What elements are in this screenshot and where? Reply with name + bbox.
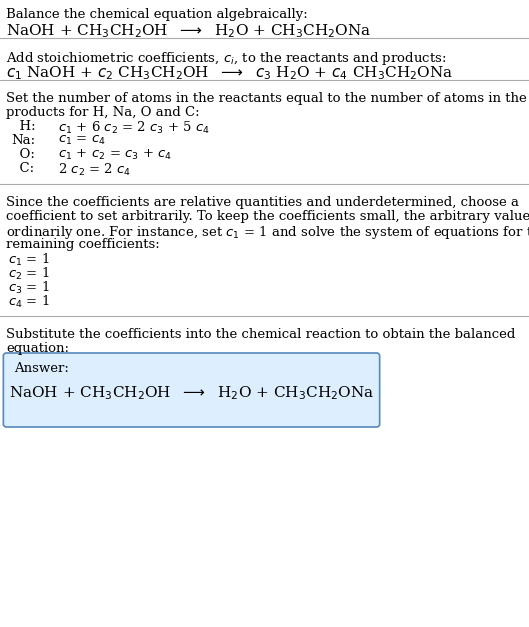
Text: $c_1$ = $c_4$: $c_1$ = $c_4$ [54,134,106,147]
Text: $c_1$ + $c_2$ = $c_3$ + $c_4$: $c_1$ + $c_2$ = $c_3$ + $c_4$ [54,148,172,162]
Text: H:: H: [11,120,36,133]
Text: Balance the chemical equation algebraically:: Balance the chemical equation algebraica… [6,8,308,21]
Text: $c_2$ = 1: $c_2$ = 1 [8,266,50,282]
Text: products for H, Na, O and C:: products for H, Na, O and C: [6,106,200,119]
Text: $c_3$ = 1: $c_3$ = 1 [8,280,50,296]
Text: Since the coefficients are relative quantities and underdetermined, choose a: Since the coefficients are relative quan… [6,196,519,209]
FancyBboxPatch shape [3,353,380,427]
Text: Answer:: Answer: [14,362,69,375]
Text: remaining coefficients:: remaining coefficients: [6,238,160,251]
Text: Add stoichiometric coefficients, $c_i$, to the reactants and products:: Add stoichiometric coefficients, $c_i$, … [6,50,446,67]
Text: Set the number of atoms in the reactants equal to the number of atoms in the: Set the number of atoms in the reactants… [6,92,527,105]
Text: Na:: Na: [11,134,35,147]
Text: NaOH + CH$_3$CH$_2$OH  $\longrightarrow$  H$_2$O + CH$_3$CH$_2$ONa: NaOH + CH$_3$CH$_2$OH $\longrightarrow$ … [9,384,374,402]
Text: NaOH + CH$_3$CH$_2$OH  $\longrightarrow$  H$_2$O + CH$_3$CH$_2$ONa: NaOH + CH$_3$CH$_2$OH $\longrightarrow$ … [6,22,372,40]
Text: O:: O: [11,148,35,161]
Text: Substitute the coefficients into the chemical reaction to obtain the balanced: Substitute the coefficients into the che… [6,328,516,341]
Text: equation:: equation: [6,342,69,355]
Text: 2 $c_2$ = 2 $c_4$: 2 $c_2$ = 2 $c_4$ [54,162,132,178]
Text: $c_1$ + 6 $c_2$ = 2 $c_3$ + 5 $c_4$: $c_1$ + 6 $c_2$ = 2 $c_3$ + 5 $c_4$ [54,120,211,136]
Text: $c_1$ NaOH + $c_2$ CH$_3$CH$_2$OH  $\longrightarrow$  $c_3$ H$_2$O + $c_4$ CH$_3: $c_1$ NaOH + $c_2$ CH$_3$CH$_2$OH $\long… [6,64,453,82]
Text: $c_1$ = 1: $c_1$ = 1 [8,252,50,268]
Text: coefficient to set arbitrarily. To keep the coefficients small, the arbitrary va: coefficient to set arbitrarily. To keep … [6,210,529,223]
Text: C:: C: [11,162,34,175]
Text: $c_4$ = 1: $c_4$ = 1 [8,294,50,310]
Text: ordinarily one. For instance, set $c_1$ = 1 and solve the system of equations fo: ordinarily one. For instance, set $c_1$ … [6,224,529,241]
